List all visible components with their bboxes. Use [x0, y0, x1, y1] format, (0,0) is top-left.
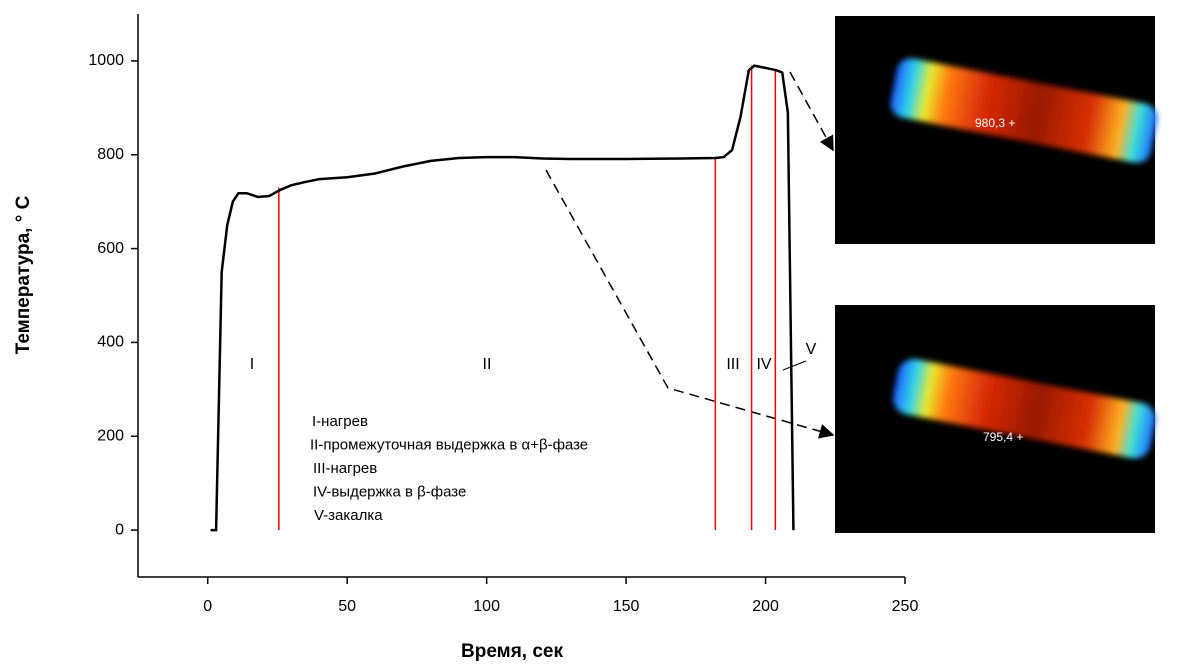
legend-line: II-промежуточная выдержка в α+β-фазе	[310, 436, 588, 453]
phase-label: I	[250, 356, 254, 373]
legend-line: III-нагрев	[313, 460, 377, 477]
x-tick-label: 50	[338, 598, 356, 615]
y-tick-label: 800	[97, 146, 124, 163]
legend-line: IV-выдержка в β-фазе	[313, 483, 466, 500]
inset-label: 980,3 +	[975, 116, 1015, 130]
temperature-curve	[210, 64, 795, 532]
y-tick-label: 0	[115, 521, 124, 538]
legend-line: V-закалка	[314, 507, 383, 524]
phase-label: IV	[756, 356, 771, 373]
phase-label: III	[726, 356, 739, 373]
inset-bottom: 795,4 +	[835, 305, 1156, 533]
thermal-blob	[893, 358, 1156, 459]
y-tick-label: 600	[97, 240, 124, 257]
y-tick-label: 400	[97, 334, 124, 351]
phase-label: V	[806, 341, 817, 358]
x-tick-label: 150	[613, 598, 640, 615]
x-tick-label: 100	[473, 598, 500, 615]
y-axis-title: Температура, ° С	[13, 195, 34, 354]
thermal-blob	[890, 58, 1158, 163]
inset-top: 980,3 +	[835, 16, 1158, 244]
phase-label: II	[483, 356, 492, 373]
y-tick-label: 200	[97, 427, 124, 444]
legend-line: I-нагрев	[312, 413, 368, 430]
pointer-line	[789, 71, 834, 152]
x-tick-label: 200	[752, 598, 779, 615]
inset-label: 795,4 +	[983, 430, 1023, 444]
x-axis-title: Время, сек	[461, 641, 563, 662]
x-tick-label: 0	[203, 598, 212, 615]
pointer-line	[545, 169, 835, 439]
leader-line	[782, 360, 807, 371]
y-tick-label: 1000	[88, 52, 124, 69]
x-tick-label: 250	[892, 598, 919, 615]
